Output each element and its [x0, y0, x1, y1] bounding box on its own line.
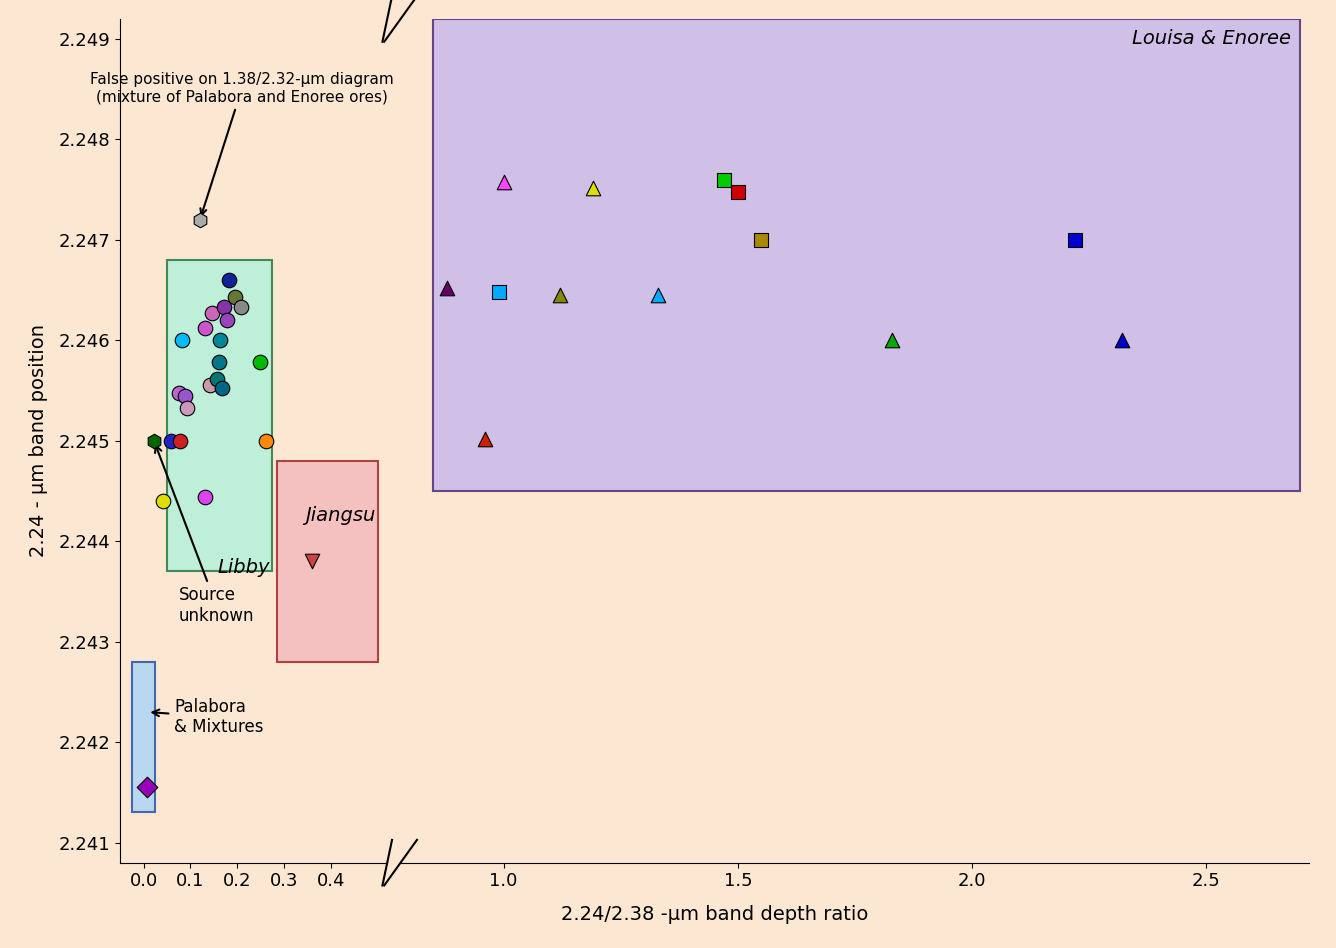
Point: [216, 313, 238, 328]
Point: [248, 355, 270, 370]
Point: [437, 281, 458, 296]
Point: [190, 212, 211, 228]
Text: False positive on 1.38/2.32-μm diagram
(mixture of Palabora and Enoree ores): False positive on 1.38/2.32-μm diagram (…: [90, 72, 394, 215]
Point: [171, 333, 192, 348]
Bar: [167, 260, 273, 572]
Point: [488, 284, 509, 300]
Text: Louisa & Enoree: Louisa & Enoree: [1132, 29, 1291, 48]
Point: [648, 287, 669, 302]
Bar: [132, 662, 155, 812]
Point: [230, 300, 251, 315]
Point: [219, 272, 240, 287]
Point: [199, 377, 220, 392]
Text: 2.24/2.38 -μm band depth ratio: 2.24/2.38 -μm band depth ratio: [561, 905, 868, 924]
Point: [302, 554, 323, 569]
Point: [136, 780, 158, 795]
Point: [224, 289, 246, 304]
Point: [200, 305, 222, 320]
Point: [713, 173, 735, 188]
Point: [207, 371, 228, 386]
Point: [152, 494, 174, 509]
Point: [493, 174, 514, 190]
Point: [474, 431, 496, 447]
Text: Jiangsu: Jiangsu: [305, 506, 375, 525]
Bar: [277, 461, 378, 662]
Bar: [433, 19, 1300, 491]
Point: [143, 433, 164, 448]
Point: [208, 333, 230, 348]
Point: [549, 287, 570, 302]
Point: [214, 300, 235, 315]
Point: [882, 333, 903, 348]
Point: [176, 400, 198, 415]
Point: [174, 388, 195, 403]
Point: [208, 355, 230, 370]
Y-axis label: 2.24 - μm band position: 2.24 - μm band position: [28, 324, 48, 557]
Point: [170, 433, 191, 448]
Text: Source
unknown: Source unknown: [155, 446, 254, 626]
Point: [751, 232, 772, 247]
Point: [727, 184, 748, 199]
Point: [1112, 333, 1133, 348]
Point: [195, 489, 216, 504]
Point: [255, 433, 277, 448]
Point: [194, 320, 215, 336]
Point: [168, 385, 190, 400]
Point: [1065, 232, 1086, 247]
Point: [582, 180, 604, 195]
Point: [160, 433, 182, 448]
Point: [211, 380, 232, 395]
Text: Palabora
& Mixtures: Palabora & Mixtures: [152, 698, 263, 737]
Text: Libby: Libby: [218, 558, 270, 577]
